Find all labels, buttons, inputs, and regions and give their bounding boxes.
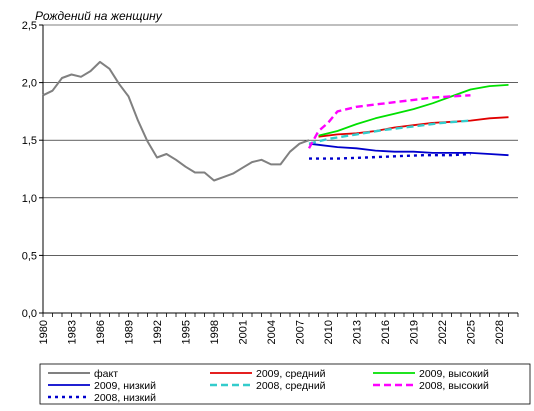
axes bbox=[39, 24, 519, 317]
legend: факт 2009, средний 2009, высокий 2009, низк… bbox=[39, 363, 531, 405]
x-tick-label: 2007 bbox=[295, 320, 307, 344]
legend-label: 2008, высокий bbox=[419, 380, 489, 392]
legend-label: 2009, низкий bbox=[94, 380, 156, 392]
series-lines bbox=[42, 60, 509, 182]
y-tick-label: 2,5 bbox=[22, 20, 37, 32]
x-tick-label: 1992 bbox=[152, 320, 164, 344]
x-tick-label: 2010 bbox=[323, 320, 335, 344]
x-tick-label: 1989 bbox=[124, 320, 136, 344]
y-tick-label: 0,5 bbox=[22, 250, 37, 262]
x-tick-label: 1980 bbox=[38, 320, 50, 344]
legend-label: 2009, средний bbox=[256, 368, 326, 380]
x-tick-label: 2019 bbox=[409, 320, 421, 344]
x-tick-label: 2025 bbox=[466, 320, 478, 344]
legend-label: факт bbox=[94, 368, 118, 380]
x-tick-label: 1998 bbox=[209, 320, 221, 344]
x-tick-label: 1986 bbox=[95, 320, 107, 344]
chart-title-area: Рождений на женщину bbox=[35, 9, 163, 23]
series-line-3 bbox=[318, 84, 509, 137]
x-tick-label: 1995 bbox=[181, 320, 193, 344]
x-tick-label: 1983 bbox=[67, 320, 79, 344]
grid-lines bbox=[43, 24, 518, 256]
legend-label: 2008, низкий bbox=[94, 392, 156, 404]
legend-label: 2009, высокий bbox=[419, 368, 489, 380]
y-tick-label: 1,0 bbox=[22, 193, 37, 205]
series-line-7 bbox=[309, 152, 471, 160]
x-tick-label: 2022 bbox=[437, 320, 449, 344]
series-line-5 bbox=[308, 119, 471, 145]
series-line-6 bbox=[307, 94, 471, 149]
legend-box bbox=[39, 363, 531, 405]
y-tick-label: 1,5 bbox=[22, 135, 37, 147]
x-tick-label: 2016 bbox=[380, 320, 392, 344]
y-tick-label: 0,0 bbox=[22, 308, 37, 320]
legend-label: 2008, средний bbox=[256, 380, 326, 392]
x-tick-label: 2004 bbox=[266, 320, 278, 344]
x-tick-label: 2028 bbox=[494, 320, 506, 344]
x-tick-label: 2013 bbox=[352, 320, 364, 344]
x-tick-label: 2001 bbox=[238, 320, 250, 344]
x-tick-labels: 1980 1983 1986 1989 1992 1995 1998 2001 2004 2007… bbox=[38, 320, 506, 344]
y-tick-labels: 0,0 0,5 1,0 1,5 2,0 2,5 bbox=[22, 20, 37, 320]
y-axis-title: Рождений на женщину bbox=[35, 9, 163, 23]
series-line-2 bbox=[318, 116, 509, 138]
y-tick-label: 2,0 bbox=[22, 78, 37, 90]
series-line-4 bbox=[308, 142, 509, 157]
series-line-1 bbox=[42, 60, 310, 182]
